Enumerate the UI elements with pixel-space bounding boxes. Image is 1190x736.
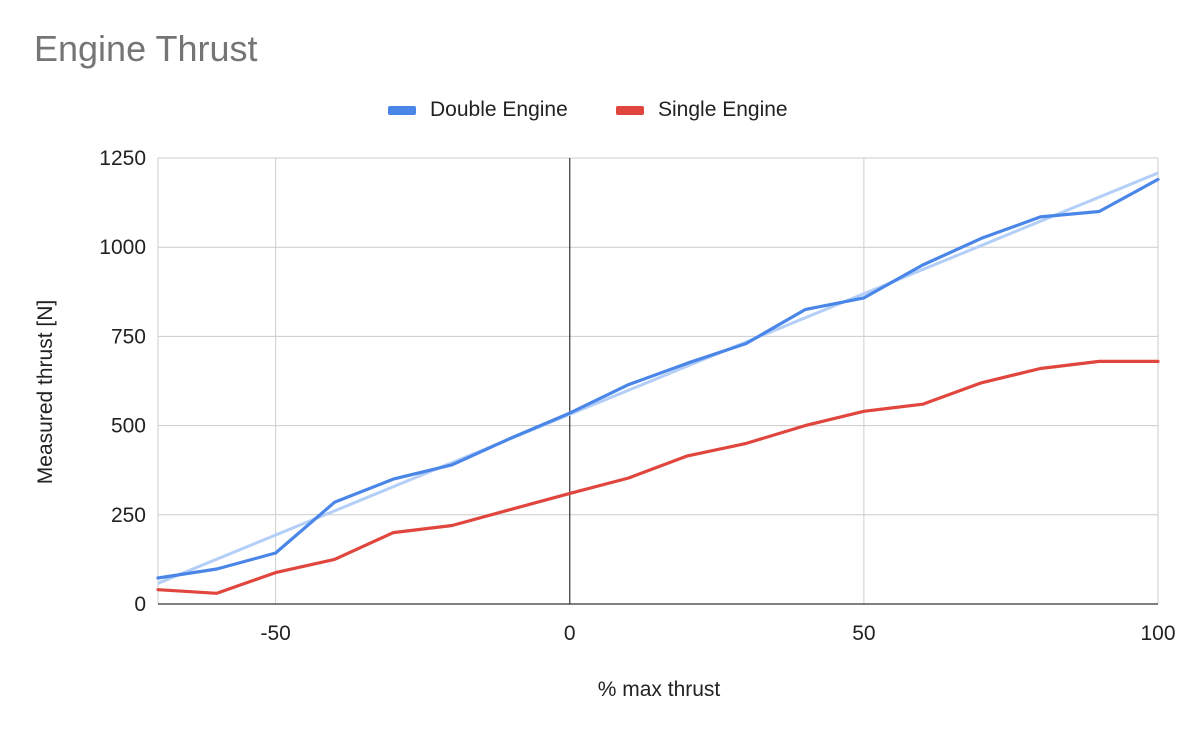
x-axis-title: % max thrust — [598, 678, 721, 701]
y-tick-labels: 0 250 500 750 1000 1250 — [99, 147, 146, 616]
y-tick-label: 1250 — [99, 147, 146, 170]
y-tick-label: 750 — [111, 325, 146, 348]
x-tick-label: 0 — [564, 622, 576, 645]
x-tick-label: 50 — [852, 622, 875, 645]
x-tick-label: -50 — [260, 622, 290, 645]
x-tick-label: 100 — [1140, 622, 1175, 645]
y-tick-label: 0 — [134, 593, 146, 616]
chart-title: Engine Thrust — [34, 28, 258, 69]
legend-swatch-double-engine — [388, 105, 416, 115]
legend-label-double-engine: Double Engine — [430, 98, 568, 121]
grid — [157, 157, 1159, 605]
y-tick-label: 250 — [111, 504, 146, 527]
y-axis-title: Measured thrust [N] — [34, 300, 57, 484]
legend-item-single-engine[interactable]: Single Engine — [616, 96, 788, 124]
series-line-double-engine — [156, 177, 1160, 580]
trendline — [157, 171, 1159, 585]
y-tick-label: 500 — [111, 415, 146, 438]
legend-item-double-engine[interactable]: Double Engine — [388, 96, 568, 124]
trendline-double-engine — [157, 171, 1159, 585]
x-tick-labels: -50 0 50 100 — [260, 622, 1175, 645]
series-line-single-engine — [156, 359, 1160, 595]
series-group — [156, 177, 1160, 595]
y-tick-label: 1000 — [99, 236, 146, 259]
legend: Double Engine Single Engine — [0, 96, 1190, 124]
legend-label-single-engine: Single Engine — [658, 98, 788, 121]
legend-swatch-single-engine — [616, 105, 644, 115]
